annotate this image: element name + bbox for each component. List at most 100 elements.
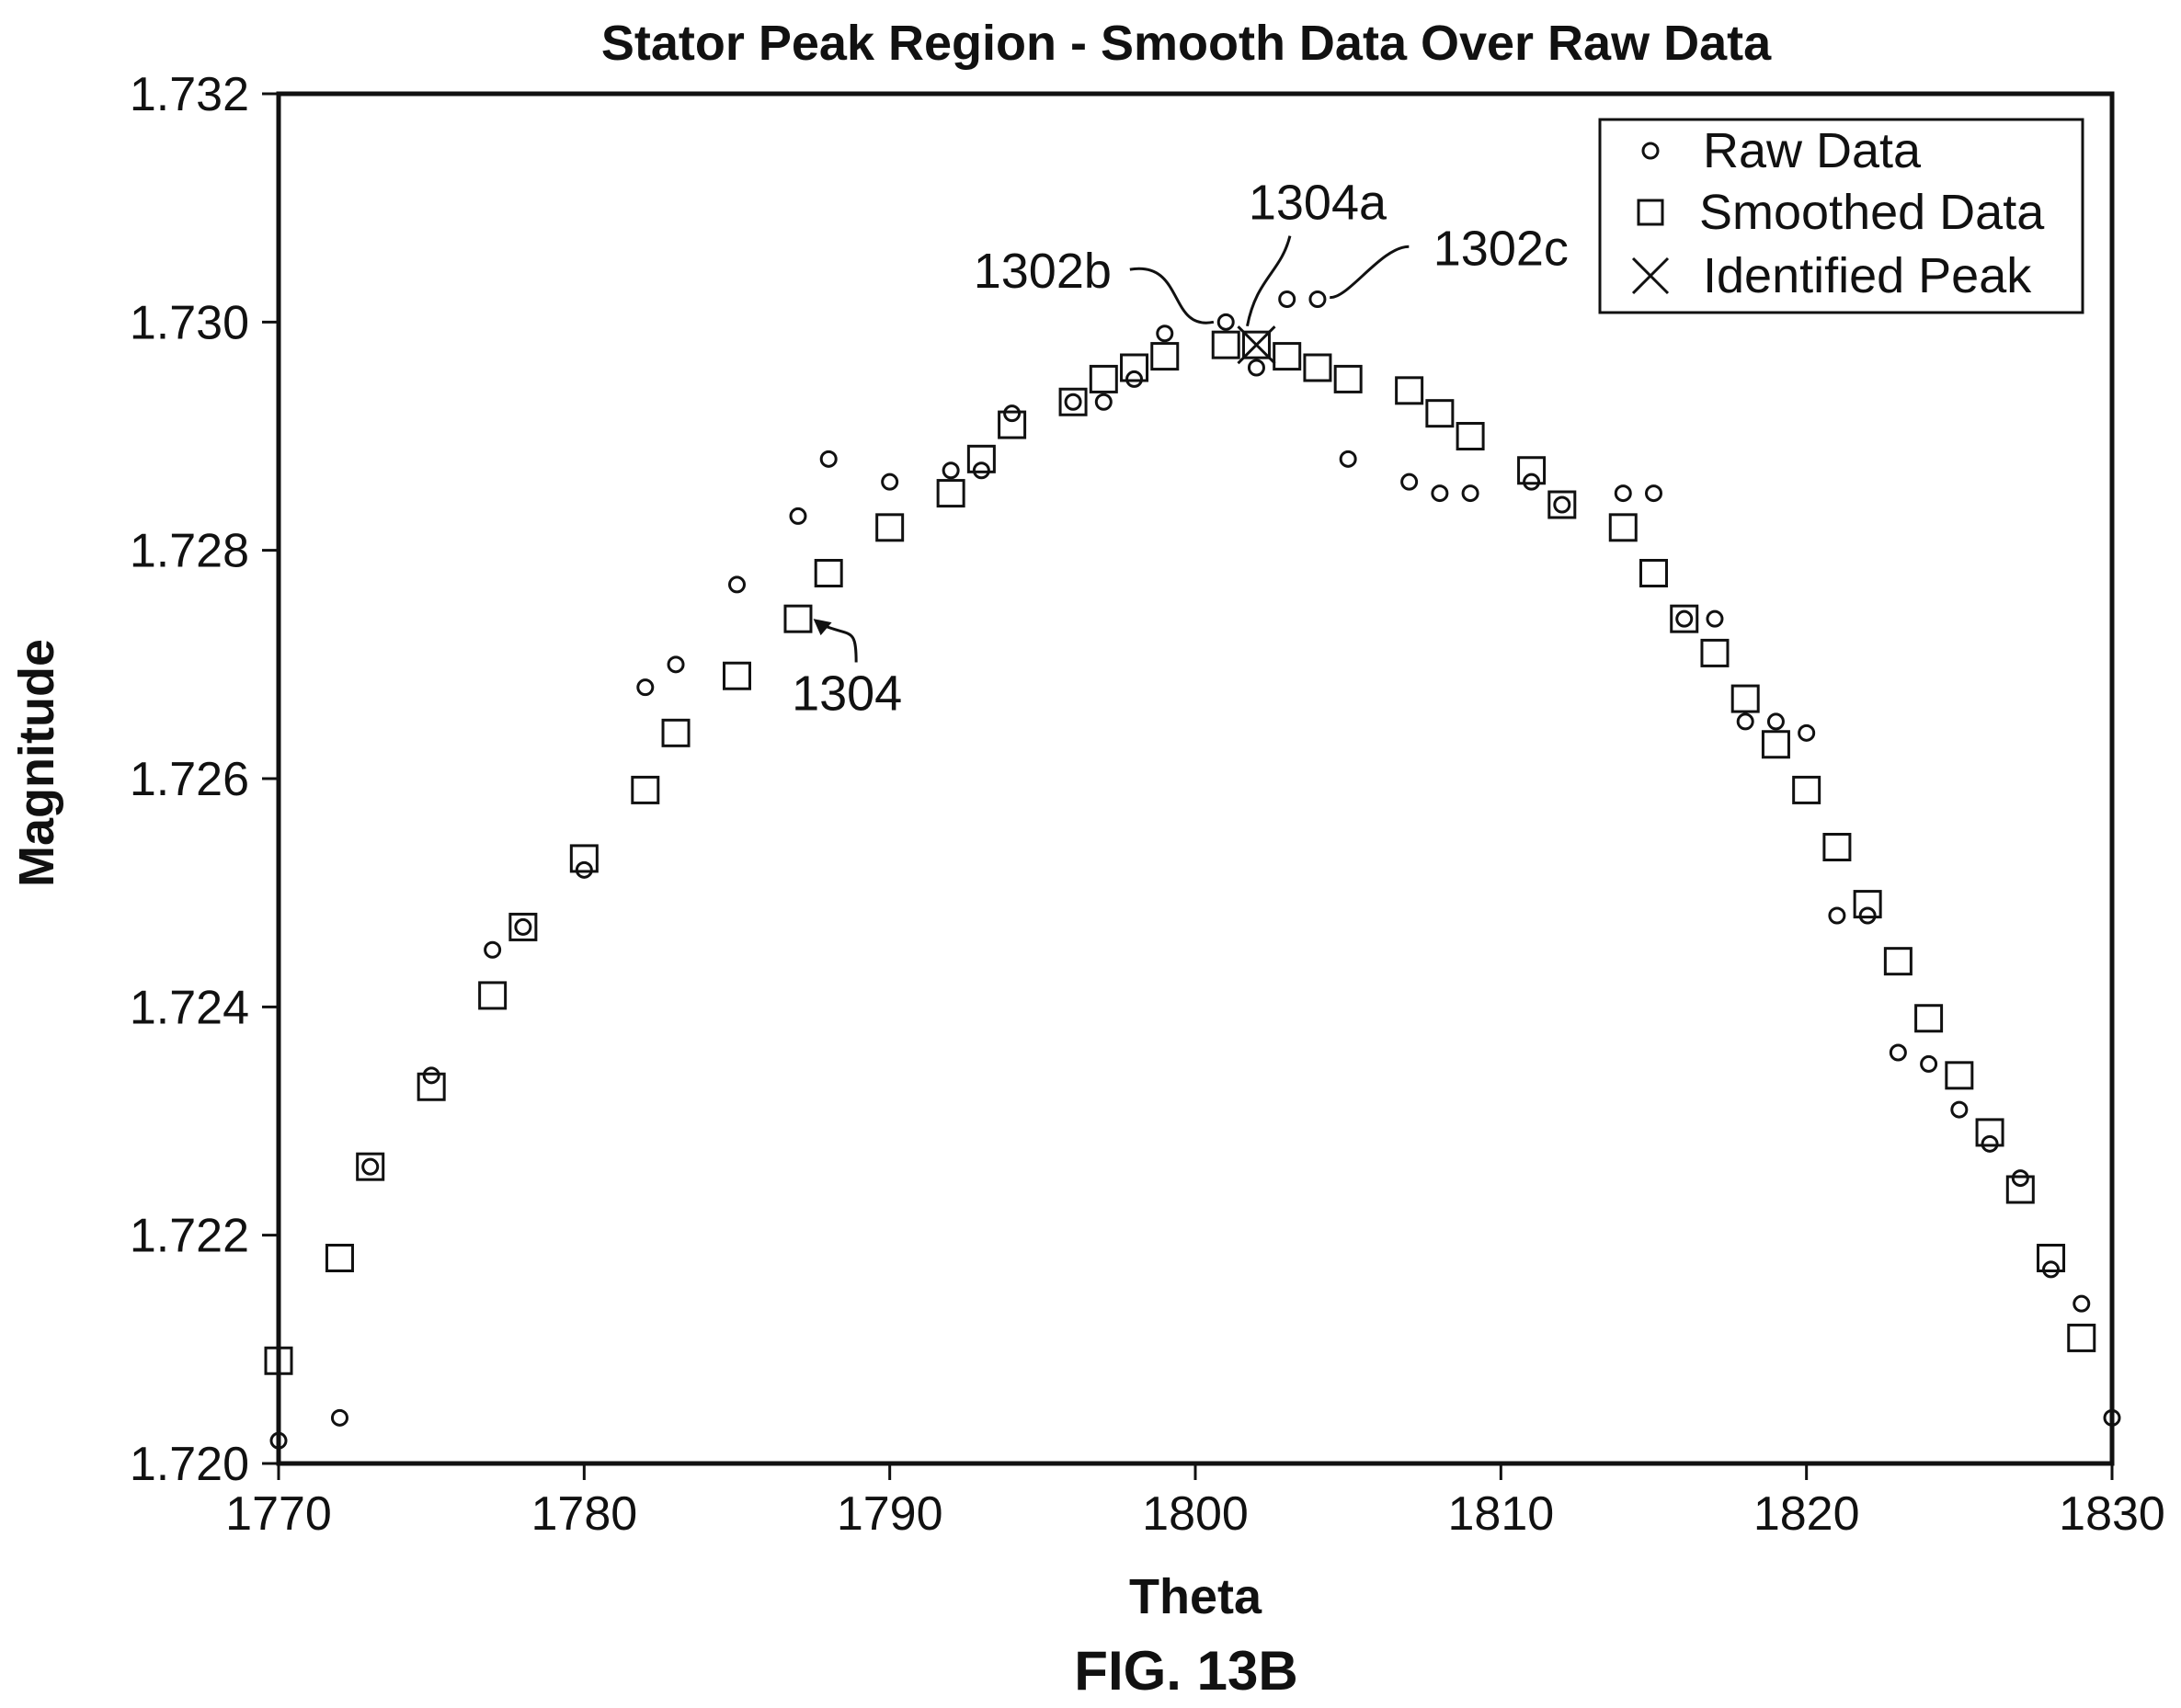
smoothed-data-point [1273, 342, 1302, 371]
raw-data-point [636, 678, 655, 697]
raw-data-point [1431, 484, 1449, 503]
raw-data-point [575, 860, 593, 879]
raw-data-point [422, 1066, 440, 1085]
raw-data-point [1247, 359, 1265, 377]
x-axis-title: Theta [1129, 1569, 1262, 1624]
legend-raw-label: Raw Data [1703, 123, 1922, 178]
smoothed-data-point [814, 559, 843, 587]
smoothed-data-point [966, 444, 996, 473]
raw-data-point [1523, 473, 1541, 491]
smoothed-data-point [1608, 513, 1638, 542]
annotation-label: 1304a [1249, 176, 1387, 231]
raw-data-point [1675, 609, 1694, 628]
raw-data-point [1645, 484, 1662, 503]
smoothed-data-point [1150, 342, 1180, 371]
y-tick-label: 1.724 [130, 981, 249, 1034]
raw-data-point [1981, 1134, 1999, 1153]
smoothed-data-point [417, 1072, 446, 1101]
chart-title: Stator Peak Region - Smooth Data Over Ra… [601, 16, 1772, 71]
smoothed-data-point [1700, 638, 1730, 667]
y-tick-label: 1.732 [130, 68, 249, 121]
annotation-leader [1330, 245, 1410, 299]
raw-data-point [1094, 393, 1113, 411]
smoothed-data-point [661, 718, 691, 747]
legend-smoothed-label: Smoothed Data [1699, 185, 2045, 240]
legend: Raw Data Smoothed Data Identified Peak [1598, 118, 2084, 314]
smoothed-data-point [1822, 833, 1852, 861]
smoothed-data-point [1517, 456, 1547, 485]
smoothed-data-point [1211, 330, 1240, 359]
raw-data-point [1003, 404, 1022, 423]
smoothed-data-point [998, 410, 1027, 439]
smoothed-data-point [1120, 353, 1149, 382]
smoothed-data-point [723, 661, 751, 690]
raw-data-point [1339, 450, 1357, 468]
raw-data-point [1766, 712, 1785, 731]
raw-data-point [1828, 906, 1846, 925]
raw-data-point [667, 655, 685, 674]
smoothed-data-point [1456, 422, 1485, 450]
raw-data-point [2011, 1169, 2029, 1188]
raw-data-point [1950, 1100, 1969, 1119]
raw-data-point [819, 450, 838, 468]
raw-data-point [1216, 313, 1235, 331]
raw-data-point [1736, 712, 1754, 731]
raw-data-point [1064, 393, 1082, 411]
raw-data-point [1308, 290, 1327, 308]
raw-data-point [2103, 1408, 2121, 1427]
x-tick-label: 1830 [2059, 1487, 2165, 1541]
smoothed-data-point [2005, 1175, 2035, 1204]
legend-peak-label: Identified Peak [1703, 248, 2032, 303]
smoothed-data-point [1792, 775, 1821, 804]
smoothed-data-point [264, 1346, 293, 1375]
smoothed-data-point [356, 1152, 385, 1181]
raw-data-point [789, 507, 807, 525]
raw-data-point [361, 1157, 380, 1176]
raw-data-point [942, 461, 960, 480]
peak-x-stroke [1237, 325, 1276, 365]
smoothed-data-point [1333, 364, 1363, 393]
annotation-label: 1302c [1433, 221, 1569, 276]
raw-data-point [484, 940, 502, 959]
legend-box [1598, 118, 2084, 314]
raw-data-point [1920, 1054, 1938, 1073]
smoothed-data-point [2037, 1244, 2066, 1272]
smoothed-data-point [1547, 490, 1577, 519]
smoothed-data-point [1914, 1004, 1944, 1033]
smoothed-data-point [1395, 376, 1424, 405]
smoothed-data-point [2067, 1323, 2096, 1352]
plot-area: 1770 1780 1790 1800 1810 1820 1830 1.720 1.722 1.… [130, 68, 2165, 1541]
smoothed-data-point [1425, 399, 1455, 428]
raw-data-point [1858, 906, 1877, 925]
smoothed-data-point [1761, 730, 1790, 759]
raw-data-point [1125, 370, 1144, 388]
legend-peak-marker [1631, 256, 1670, 295]
raw-data-point [1278, 290, 1296, 308]
smoothed-data-point [1241, 330, 1271, 359]
y-tick-label: 1.726 [130, 753, 249, 806]
raw-data-point [1156, 325, 1174, 343]
annotation-label: 1302b [974, 244, 1112, 299]
smoothed-data-point [1975, 1118, 2004, 1147]
x-tick-label: 1800 [1142, 1487, 1249, 1541]
annotation-leader [1129, 267, 1215, 325]
raw-data-point [1400, 473, 1419, 491]
y-tick-label: 1.728 [130, 525, 249, 578]
smoothed-data-point [1853, 890, 1882, 919]
raw-data-point [1461, 484, 1479, 503]
annotation-arrowhead [813, 619, 832, 636]
smoothed-data-point [1303, 353, 1332, 382]
y-tick-label: 1.720 [130, 1438, 249, 1491]
annotation-leader [819, 622, 858, 663]
smoothed-data-point [325, 1244, 354, 1272]
x-tick-label: 1770 [225, 1487, 332, 1541]
y-axis-title: Magnitude [9, 639, 64, 887]
y-tick-label: 1.730 [130, 296, 249, 349]
annotation-label: 1304 [792, 666, 902, 722]
legend-smoothed-marker [1637, 199, 1664, 226]
smoothed-data-point [875, 513, 905, 542]
smoothed-data-point [1058, 387, 1088, 416]
raw-data-point [1553, 495, 1571, 514]
x-tick-label: 1790 [837, 1487, 943, 1541]
